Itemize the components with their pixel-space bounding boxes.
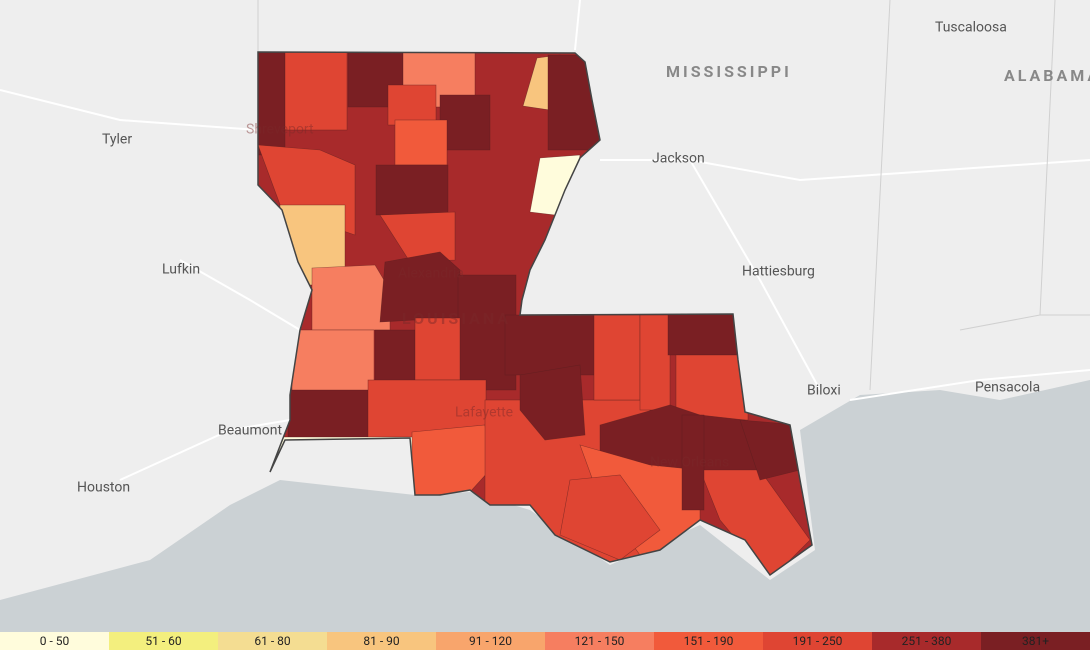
legend-swatch [436,632,545,650]
parish [593,314,641,401]
parish [414,317,461,381]
legend-swatch [981,632,1090,650]
place-label: Lufkin [162,262,200,278]
place-label: Houston [77,480,130,496]
place-label: Alexandria [398,266,464,282]
place-label: LOUISIANA [402,309,511,328]
legend-swatch [872,632,981,650]
place-label: Tuscaloosa [935,20,1007,36]
legend-label: 0 - 50 [40,634,70,648]
parish [667,309,739,356]
place-label: New Orleans [650,455,729,471]
legend-label: 61 - 80 [254,634,291,648]
legend-swatch [218,632,327,650]
place-label: Tyler [102,132,132,148]
gulf-of-mexico [0,380,1090,632]
legend: 0 - 50 51 - 60 61 - 80 81 - 90 91 - 120 121 -… [0,632,1090,650]
parish [504,314,611,376]
place-label: MISSISSIPPI [666,62,792,81]
legend-label: 191 - 250 [793,634,843,648]
place-label: Lafayette [455,405,513,421]
parish [379,211,456,263]
parish [284,52,348,131]
parish [387,84,437,126]
legend-label: 81 - 90 [363,634,400,648]
parish [675,354,749,421]
place-label: Hattiesburg [742,264,815,280]
parish [258,52,286,156]
parish [291,329,375,393]
place-labels: Tuscaloosa MISSISSIPPI ALABAMA Tyler Shrevep… [77,20,1090,496]
roads [0,0,1090,481]
place-label: Biloxi [807,383,841,399]
place-label: ALABAMA [1004,66,1090,85]
parish [439,94,491,151]
place-label: Beaumont [218,423,282,439]
parish [311,264,391,331]
parish [394,119,448,166]
parish [559,474,661,561]
legend-swatch [763,632,872,650]
legend-label: 151 - 190 [684,634,734,648]
place-label: Jackson [652,151,705,167]
legend-label: 121 - 150 [575,634,625,648]
legend-swatch [654,632,763,650]
legend-swatch [545,632,654,650]
legend-swatch [327,632,436,650]
legend-label: 381+ [1022,634,1049,648]
place-label: Pensacola [975,380,1040,396]
parish [375,164,449,216]
parish [681,414,705,511]
parish [374,329,416,386]
parish [639,314,671,411]
parish [519,364,586,441]
legend-swatch [0,632,109,650]
legend-label: 251 - 380 [902,634,952,648]
parish [287,389,371,441]
legend-label: 91 - 120 [469,634,512,648]
place-label: Shreveport [246,122,314,138]
legend-swatch [109,632,218,650]
legend-label: 51 - 60 [145,634,182,648]
